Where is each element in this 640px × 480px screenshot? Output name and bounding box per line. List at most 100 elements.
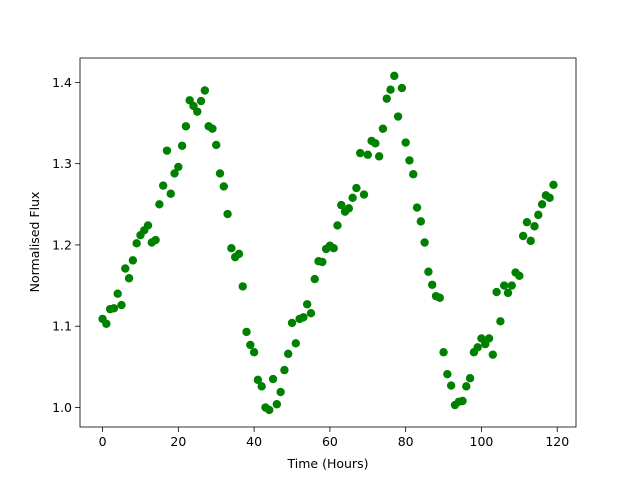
y-tick-label: 1.3: [52, 156, 72, 171]
point: [329, 243, 338, 253]
point: [386, 85, 395, 94]
point: [246, 340, 255, 350]
point: [374, 152, 384, 161]
point: [242, 327, 251, 337]
y-tick-label: 1.1: [52, 319, 72, 334]
point: [174, 162, 183, 172]
point: [473, 343, 482, 352]
y-tick-label: 1.0: [52, 400, 72, 415]
point: [348, 193, 357, 202]
x-tick-label: 80: [398, 434, 414, 449]
point: [499, 281, 509, 290]
x-tick-label: 100: [470, 434, 494, 449]
point: [268, 374, 278, 384]
point: [409, 170, 418, 179]
x-tick-label: 20: [170, 434, 186, 449]
y-axis-label: Normalised Flux: [27, 192, 42, 293]
point: [397, 83, 407, 93]
point: [488, 350, 498, 359]
point: [102, 319, 111, 328]
point: [291, 339, 300, 348]
point: [503, 288, 513, 298]
point: [446, 381, 456, 390]
point: [158, 181, 168, 190]
point: [390, 71, 399, 81]
y-tick-label: 1.4: [52, 75, 72, 90]
point: [212, 140, 221, 150]
point: [253, 375, 263, 385]
point: [356, 148, 365, 158]
point: [435, 293, 444, 302]
point: [166, 189, 175, 198]
point: [143, 221, 153, 230]
axes-frame: [79, 57, 577, 428]
point: [352, 183, 361, 193]
point: [117, 300, 126, 310]
point: [428, 280, 437, 289]
point: [181, 122, 191, 131]
point: [162, 146, 172, 155]
point: [439, 348, 448, 357]
point: [234, 249, 244, 259]
point: [272, 400, 282, 409]
point: [196, 96, 206, 106]
point: [522, 217, 532, 227]
point: [124, 274, 134, 283]
point: [227, 243, 236, 253]
point: [128, 256, 138, 265]
point: [393, 112, 403, 121]
point: [223, 209, 232, 219]
point: [537, 200, 547, 209]
point: [121, 264, 130, 273]
point: [465, 374, 475, 383]
y-tick-label: 1.2: [52, 237, 72, 252]
x-tick-label: 40: [246, 434, 262, 449]
point: [333, 221, 342, 230]
point: [545, 193, 554, 202]
point: [518, 231, 528, 241]
point: [302, 300, 312, 309]
point: [401, 138, 410, 147]
point: [359, 190, 369, 199]
point: [170, 169, 179, 178]
point: [530, 222, 539, 231]
point: [344, 204, 354, 213]
point: [424, 267, 433, 276]
point: [412, 203, 422, 212]
point: [496, 317, 505, 326]
point: [306, 309, 316, 318]
point: [318, 257, 327, 267]
x-tick-label: 0: [99, 434, 107, 449]
point: [257, 382, 266, 391]
point: [249, 348, 259, 357]
point: [484, 334, 494, 343]
point: [200, 86, 210, 95]
point: [238, 282, 247, 291]
point: [416, 217, 426, 226]
point: [462, 382, 471, 391]
point: [515, 271, 524, 281]
point: [458, 396, 467, 406]
point: [382, 94, 391, 103]
point: [193, 107, 202, 116]
point: [151, 235, 160, 245]
x-tick-label: 60: [322, 434, 338, 449]
point: [215, 169, 225, 178]
point: [276, 387, 285, 397]
point: [310, 274, 319, 284]
point: [113, 289, 122, 298]
point: [526, 236, 535, 246]
point: [132, 239, 141, 248]
point: [337, 200, 346, 210]
point: [534, 210, 543, 220]
point: [549, 180, 558, 189]
point: [219, 182, 228, 191]
point: [155, 200, 164, 209]
point: [109, 304, 119, 313]
point: [507, 281, 516, 290]
point: [265, 405, 274, 415]
point: [378, 124, 388, 133]
point: [363, 150, 372, 159]
